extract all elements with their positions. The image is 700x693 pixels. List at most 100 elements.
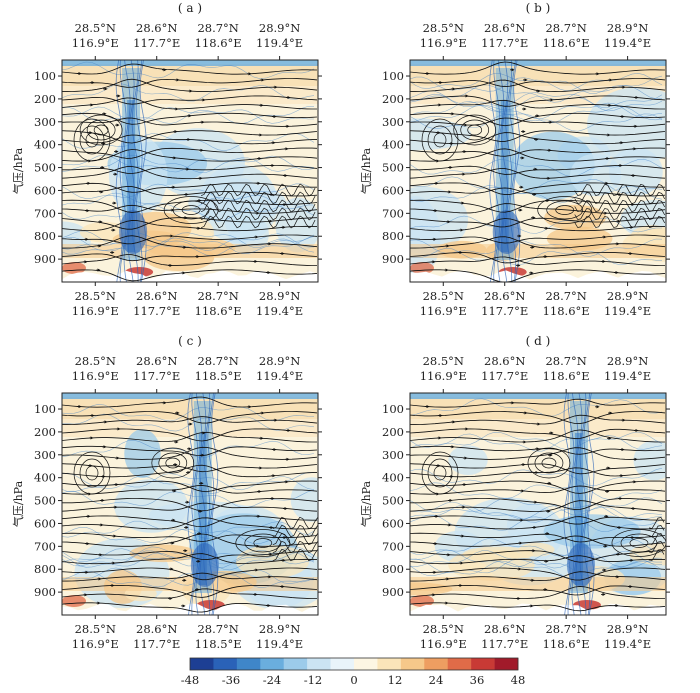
- top-lat-label: 28.5°N: [423, 354, 464, 368]
- y-tick-label: 800: [34, 229, 56, 243]
- bottom-lon-label: 116.9°E: [72, 637, 119, 651]
- y-tick-label: 300: [34, 448, 56, 462]
- bottom-lat-label: 28.6°N: [484, 289, 525, 303]
- colorbar-tick-label: -12: [304, 673, 323, 687]
- top-lon-label: 117.7°E: [133, 369, 180, 383]
- bottom-lon-label: 117.7°E: [133, 304, 180, 318]
- colorbar-swatch: [494, 658, 519, 670]
- top-lon-label: 118.6°E: [543, 36, 590, 50]
- colorbar-tick-label: -36: [222, 673, 241, 687]
- y-tick-label: 600: [34, 516, 56, 530]
- bottom-lon-label: 118.5°E: [195, 637, 242, 651]
- bottom-lat-label: 28.7°N: [545, 622, 586, 636]
- bottom-lat-label: 28.5°N: [423, 622, 464, 636]
- bottom-lat-label: 28.7°N: [197, 622, 238, 636]
- colorbar-swatch: [307, 658, 331, 670]
- top-lat-label: 28.7°N: [545, 354, 586, 368]
- y-axis-label: 气压/hPa: [11, 480, 25, 527]
- bottom-lat-label: 28.7°N: [545, 289, 586, 303]
- bottom-lon-label: 119.4°E: [604, 304, 651, 318]
- y-tick-label: 400: [382, 138, 404, 152]
- bottom-lon-label: 117.7°E: [133, 637, 180, 651]
- y-tick-label: 600: [382, 516, 404, 530]
- bottom-lat-label: 28.6°N: [484, 622, 525, 636]
- y-tick-label: 500: [382, 494, 404, 508]
- panel-label: ( b ): [526, 1, 551, 15]
- colorbar-tick-label: 48: [511, 673, 526, 687]
- top-lat-label: 28.7°N: [197, 354, 238, 368]
- y-tick-label: 700: [382, 206, 404, 220]
- top-lat-label: 28.5°N: [75, 21, 116, 35]
- top-lon-label: 119.4°E: [604, 369, 651, 383]
- y-tick-label: 800: [382, 229, 404, 243]
- y-tick-label: 700: [382, 539, 404, 553]
- bottom-lat-label: 28.9°N: [607, 622, 648, 636]
- panel-label: ( a ): [178, 1, 202, 15]
- bottom-lon-label: 119.4°E: [256, 304, 303, 318]
- top-lat-label: 28.5°N: [423, 21, 464, 35]
- bottom-lat-label: 28.7°N: [197, 289, 238, 303]
- colorbar-swatch: [213, 658, 238, 670]
- colorbar-swatch: [236, 658, 261, 670]
- y-tick-label: 200: [382, 92, 404, 106]
- top-lon-label: 117.7°E: [481, 369, 528, 383]
- bottom-lat-label: 28.5°N: [423, 289, 464, 303]
- y-tick-label: 400: [34, 471, 56, 485]
- top-lat-label: 28.7°N: [197, 21, 238, 35]
- y-axis-label: 气压/hPa: [359, 147, 373, 194]
- bottom-lon-label: 118.6°E: [195, 304, 242, 318]
- y-tick-label: 200: [382, 425, 404, 439]
- y-tick-label: 700: [34, 206, 56, 220]
- bottom-lon-label: 118.6°E: [543, 304, 590, 318]
- panel-label: ( c ): [178, 334, 202, 348]
- top-lon-label: 119.4°E: [256, 369, 303, 383]
- colorbar: -48 -36 -24 -12 0 12 24 36 48: [181, 657, 526, 687]
- y-tick-label: 800: [34, 562, 56, 576]
- top-lon-label: 117.7°E: [481, 36, 528, 50]
- y-tick-label: 300: [34, 115, 56, 129]
- top-lat-label: 28.9°N: [259, 21, 300, 35]
- top-lon-label: 116.9°E: [72, 369, 119, 383]
- y-tick-label: 600: [382, 183, 404, 197]
- bottom-lat-label: 28.9°N: [607, 289, 648, 303]
- colorbar-tick-label: 12: [388, 673, 403, 687]
- top-lon-label: 116.9°E: [420, 36, 467, 50]
- y-tick-label: 100: [382, 69, 404, 83]
- bottom-lat-label: 28.5°N: [75, 289, 116, 303]
- top-lon-label: 118.5°E: [195, 369, 242, 383]
- y-tick-label: 600: [34, 183, 56, 197]
- top-lat-label: 28.6°N: [484, 21, 525, 35]
- top-lon-label: 116.9°E: [420, 369, 467, 383]
- y-tick-label: 500: [34, 494, 56, 508]
- y-tick-label: 100: [382, 402, 404, 416]
- bottom-lon-label: 119.4°E: [256, 637, 303, 651]
- colorbar-swatch: [190, 658, 214, 670]
- top-lat-label: 28.6°N: [136, 354, 177, 368]
- bottom-lat-label: 28.9°N: [259, 622, 300, 636]
- y-tick-label: 300: [382, 448, 404, 462]
- top-lat-label: 28.9°N: [607, 21, 648, 35]
- colorbar-tick-label: 36: [470, 673, 485, 687]
- panel-label: ( d ): [526, 334, 551, 348]
- top-lat-label: 28.6°N: [136, 21, 177, 35]
- bottom-lon-label: 117.7°E: [481, 304, 528, 318]
- colorbar-swatch: [283, 658, 308, 670]
- top-lon-label: 117.7°E: [133, 36, 180, 50]
- y-tick-label: 100: [34, 402, 56, 416]
- y-tick-label: 900: [382, 252, 404, 266]
- y-tick-label: 400: [34, 138, 56, 152]
- y-tick-label: 400: [382, 471, 404, 485]
- colorbar-tick-label: -24: [263, 673, 282, 687]
- bottom-lon-label: 117.7°E: [481, 637, 528, 651]
- bottom-lon-label: 116.9°E: [72, 304, 119, 318]
- top-lat-label: 28.9°N: [607, 354, 648, 368]
- y-tick-label: 900: [34, 585, 56, 599]
- top-lat-label: 28.6°N: [484, 354, 525, 368]
- y-tick-label: 200: [34, 92, 56, 106]
- y-tick-label: 800: [382, 562, 404, 576]
- colorbar-swatch: [424, 658, 449, 670]
- colorbar-tick-label: -48: [181, 673, 200, 687]
